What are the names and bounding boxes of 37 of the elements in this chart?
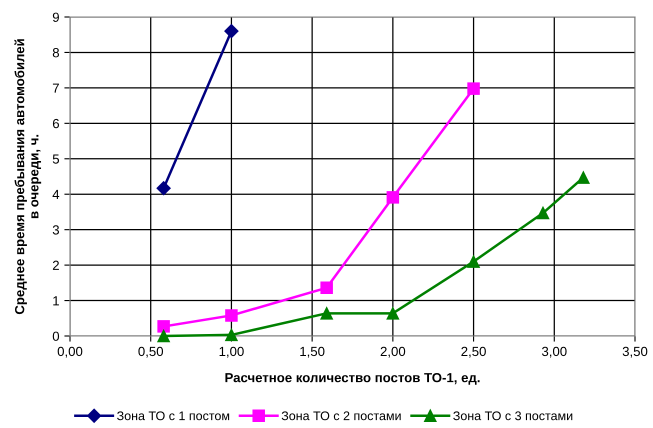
point — [224, 24, 239, 38]
x-axis-title: Расчетное количество постов ТО-1, ед. — [225, 372, 480, 385]
x-tick-label: 2,00 — [380, 346, 406, 358]
legend-label: Зона ТО с 2 постами — [282, 411, 401, 420]
legend-label: Зона ТО с 3 постами — [453, 411, 572, 420]
y-axis-title: Среднее время пребывания автомобилей в очереди, ч. — [14, 39, 42, 314]
y-tick-label: 3 — [52, 225, 60, 235]
y-tick-label: 2 — [52, 260, 59, 270]
y-tick-label: 6 — [52, 118, 60, 128]
point — [320, 307, 333, 320]
y-tick-label: 5 — [52, 154, 60, 164]
point — [536, 206, 550, 220]
y-tick-label: 7 — [52, 84, 59, 93]
legend-label: Зона ТО с 1 постом — [117, 411, 230, 420]
point — [386, 191, 400, 204]
point — [225, 328, 238, 342]
point — [577, 171, 590, 184]
y-tick-label: 9 — [52, 12, 59, 22]
y-tick-label: 4 — [52, 190, 60, 200]
x-tick-label: 2,50 — [461, 346, 486, 358]
point — [467, 82, 480, 95]
x-tick-label: 1,50 — [300, 346, 324, 358]
point — [156, 181, 171, 196]
y-tick-label: 0 — [52, 332, 60, 341]
x-tick-label: 0,00 — [58, 346, 82, 358]
x-tick-label: 3,50 — [622, 346, 648, 358]
point — [320, 282, 333, 294]
x-tick-label: 1,00 — [220, 346, 244, 358]
x-tick-label: 3,00 — [542, 346, 567, 358]
point — [467, 255, 480, 268]
y-tick-label: 8 — [52, 48, 60, 58]
point — [386, 307, 400, 320]
point — [225, 309, 238, 322]
point — [157, 320, 170, 333]
point — [157, 330, 170, 342]
y-tick-label: 1 — [53, 296, 59, 306]
x-tick-label: 0,50 — [138, 346, 164, 358]
